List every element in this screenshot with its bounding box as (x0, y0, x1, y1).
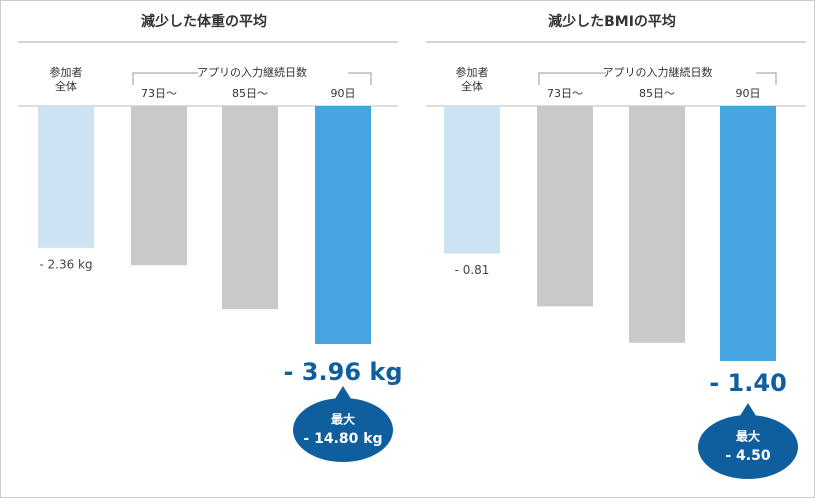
category-label: 90日 (735, 87, 761, 100)
category-label: 参加者全体 (49, 66, 83, 93)
bracket-label-bg (198, 66, 348, 80)
bar (222, 106, 278, 310)
callout-pointer (333, 386, 353, 402)
callout-title: 最大 (331, 412, 355, 427)
category-label: 73日〜 (141, 87, 177, 100)
callout (698, 415, 798, 479)
bar (38, 106, 94, 248)
value-label: - 0.81 (455, 263, 490, 277)
bar (131, 106, 187, 266)
bar (720, 106, 776, 361)
callout-title: 最大 (736, 429, 760, 444)
bar (629, 106, 685, 343)
bar (315, 106, 371, 344)
category-label: 73日〜 (547, 87, 583, 100)
group-label: アプリの入力継続日数 (603, 65, 713, 79)
category-label: 参加者全体 (455, 66, 489, 93)
callout-value: - 4.50 (725, 448, 770, 464)
bar (444, 106, 500, 254)
callout-value: - 14.80 kg (303, 431, 382, 447)
group-label: アプリの入力継続日数 (197, 65, 307, 79)
category-label: 85日〜 (232, 87, 268, 100)
value-label: - 1.40 (709, 369, 787, 397)
chart-title: 減少した体重の平均 (141, 13, 267, 30)
bracket-label-bg (606, 66, 756, 80)
category-label: 85日〜 (639, 87, 675, 100)
category-label: 90日 (330, 87, 356, 100)
callout-pointer (738, 403, 758, 419)
chart-title: 減少したBMIの平均 (548, 13, 676, 30)
value-label: - 2.36 kg (39, 257, 92, 271)
callout (293, 398, 393, 462)
value-label: - 3.96 kg (283, 358, 402, 386)
bar (537, 106, 593, 307)
